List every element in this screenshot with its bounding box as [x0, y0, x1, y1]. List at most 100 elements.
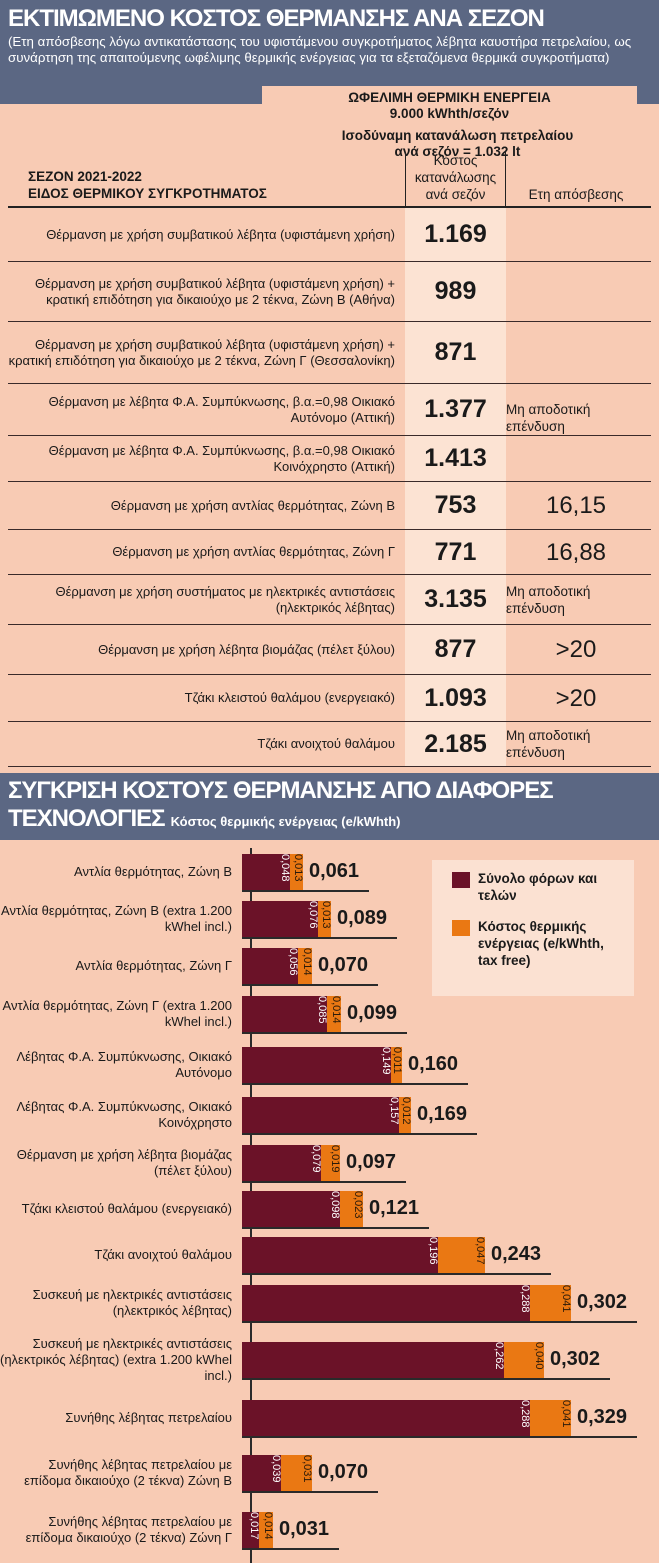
segment-value-label: 0,076 [307, 901, 319, 929]
segment-value-label: 0,014 [262, 1512, 274, 1540]
total-value-label: 0,160 [408, 1053, 459, 1075]
segment-value-label: 0,040 [533, 1342, 545, 1370]
row-years [506, 262, 646, 321]
row-cost: 989 [405, 262, 506, 321]
row-label: Θέρμανση με λέβητα Φ.Α. Συμπύκνωσης, β.α… [48, 393, 395, 425]
segment-value-label: 0,041 [560, 1400, 572, 1428]
bar-area: 0,098 0,023 0,121 [240, 1186, 659, 1232]
segment-value-label: 0,023 [352, 1191, 364, 1219]
bar-underline [242, 1133, 477, 1135]
chart-legend: Σύνολο φόρων και τελών Κόστος θερμικής ε… [432, 860, 634, 996]
segment-value-label: 0,017 [248, 1512, 260, 1540]
chart-row: Λέβητας Φ.Α. Συμπύκνωσης, Οικιακό Κοινόχ… [0, 1091, 659, 1139]
table-row: Θέρμανση με χρήση λέβητα βιομάζας (πέλετ… [8, 625, 651, 675]
bar-area: 0,039 0,031 0,070 [240, 1444, 659, 1502]
chart-row: Συσκευή με ηλεκτρικές αντιστάσεις (ηλεκτ… [0, 1328, 659, 1392]
energy-equivalent: Ισοδύναμη κατανάλωση πετρελαίου ανά σεζό… [270, 128, 645, 160]
row-label: Θέρμανση με χρήση αντλίας θερμότητας, Ζώ… [112, 544, 395, 559]
chart-title: ΣΥΓΚΡΙΣΗ ΚΟΣΤΟΥΣ ΘΕΡΜΑΝΣΗΣ ΑΠΟ ΔΙΑΦΟΡΕΣ … [8, 777, 651, 836]
table-header-band: ΕΚΤΙΜΩΜΕΝΟ ΚΟΣΤΟΣ ΘΕΡΜΑΝΣΗΣ ΑΝΑ ΣΕΖΟΝ (Ε… [0, 0, 659, 126]
bar-underline [242, 984, 378, 986]
category-label: Αντλία θερμότητας, Ζώνη Β [74, 863, 232, 879]
table-subtitle: (Ετη απόσβεσης λόγω αντικατάστασης του υ… [8, 34, 632, 65]
row-label: Θέρμανση με λέβητα Φ.Α. Συμπύκνωσης, β.α… [48, 442, 395, 474]
table-row: Θέρμανση με λέβητα Φ.Α. Συμπύκνωσης, β.α… [8, 384, 651, 436]
chart-row: Αντλία θερμότητας, Ζώνη Γ (extra 1.200 k… [0, 989, 659, 1039]
legend-swatch-cost [452, 920, 470, 936]
total-value-label: 0,099 [347, 1002, 398, 1024]
bar-area: 0,056 0,014 0,070 [240, 943, 659, 989]
bar-segment-tax: 0,262 [242, 1342, 505, 1378]
bar-underline [242, 1273, 551, 1275]
bar-area: 0,076 0,013 0,089 [240, 895, 659, 943]
row-cost: 1.093 [405, 675, 506, 721]
table-row: Θέρμανση με χρήση συστήματος με ηλεκτρικ… [8, 575, 651, 625]
bar-segment-cost: 0,047 [438, 1237, 486, 1273]
stacked-bar-chart: Αντλία θερμότητας, Ζώνη Β 0,048 0,013 0,061… [0, 840, 659, 1563]
bar-segment-tax: 0,196 [242, 1237, 439, 1273]
segment-value-label: 0,011 [391, 1047, 403, 1074]
chart-row: Αντλία θερμότητας, Ζώνη Β (extra 1.200 k… [0, 895, 659, 943]
row-label: Θέρμανση με χρήση λέβητα βιομάζας (πέλετ… [98, 641, 395, 657]
chart-row: Τζάκι κλειστού θαλάμου (ενεργειακό) 0,098… [0, 1186, 659, 1232]
table-row: Θέρμανση με χρήση αντλίας θερμότητας, Ζώ… [8, 530, 651, 575]
row-years: Μη αποδοτική επένδυση [506, 402, 591, 434]
season-label: ΣΕΖΟΝ 2021-2022 [28, 169, 142, 184]
total-value-label: 0,121 [369, 1197, 420, 1219]
type-header-label: ΕΙΔΟΣ ΘΕΡΜΙΚΟΥ ΣΥΓΚΡΟΤΗΜΑΤΟΣ [28, 186, 267, 201]
total-value-label: 0,169 [417, 1103, 468, 1125]
bar-area: 0,288 0,041 0,329 [240, 1392, 659, 1444]
segment-value-label: 0,013 [320, 901, 332, 929]
row-years: Μη αποδοτική επένδυση [506, 583, 591, 616]
bar-segment-tax: 0,288 [242, 1400, 531, 1436]
bar-segment-tax: 0,079 [242, 1144, 322, 1181]
legend-label-tax: Σύνολο φόρων και τελών [478, 871, 598, 903]
bar-segment-cost: 0,012 [399, 1097, 412, 1133]
bar-segment-cost: 0,014 [327, 996, 342, 1032]
bar-underline [242, 1180, 406, 1183]
bar-underline [242, 1378, 610, 1380]
row-cost: 3.135 [405, 575, 506, 624]
total-value-label: 0,302 [577, 1291, 628, 1313]
table-row: Θέρμανση με χρήση συμβατικού λέβητα (υφι… [8, 262, 651, 322]
bar-area: 0,085 0,014 0,099 [240, 989, 659, 1039]
table-title: ΕΚΤΙΜΩΜΕΝΟ ΚΟΣΤΟΣ ΘΕΡΜΑΝΣΗΣ ΑΝΑ ΣΕΖΟΝ [8, 5, 545, 32]
bar-segment-tax: 0,056 [242, 948, 299, 984]
category-label: Συσκευή με ηλεκτρικές αντιστάσεις (ηλεκτ… [0, 1336, 233, 1383]
bar-segment-cost: 0,040 [504, 1342, 545, 1378]
row-label: Θέρμανση με χρήση συμβατικού λέβητα (υφι… [8, 336, 395, 368]
bar-area: 0,157 0,012 0,169 [240, 1091, 659, 1139]
years-header: Ετη απόσβεσης [528, 187, 624, 202]
segment-value-label: 0,014 [330, 996, 342, 1024]
bar-area: 0,017 0,014 0,031 [240, 1502, 659, 1558]
category-label: Αντλία θερμότητας, Ζώνη Γ [75, 958, 232, 973]
bar-underline [242, 1436, 637, 1438]
table-row: Θέρμανση με χρήση αντλίας θερμότητας, Ζώ… [8, 482, 651, 530]
total-value-label: 0,302 [550, 1348, 601, 1370]
bar-segment-tax: 0,288 [242, 1285, 531, 1321]
bar-area: 0,288 0,041 0,302 [240, 1278, 659, 1328]
row-cost: 871 [405, 322, 506, 383]
table-header-row: ΣΕΖΟΝ 2021-2022 ΕΙΔΟΣ ΘΕΡΜΙΚΟΥ ΣΥΓΚΡΟΤΗΜΑ… [8, 152, 651, 208]
bar-segment-cost: 0,014 [298, 948, 313, 984]
segment-value-label: 0,056 [287, 948, 299, 976]
bar-area: 0,079 0,019 0,097 [240, 1139, 659, 1186]
bar-segment-tax: 0,098 [242, 1191, 341, 1227]
total-value-label: 0,243 [491, 1243, 542, 1265]
bar-underline [242, 1227, 429, 1229]
energy-title: ΩΦΕΛΙΜΗ ΘΕΡΜΙΚΗ ΕΝΕΡΓΕΙΑ [348, 90, 551, 105]
row-label: Θέρμανση με χρήση συμβατικού λέβητα (υφι… [46, 226, 395, 242]
bar-area: 0,196 0,047 0,243 [240, 1232, 659, 1278]
category-label: Συσκευή με ηλεκτρικές αντιστάσεις (ηλεκτ… [32, 1287, 232, 1318]
bar-segment-cost: 0,019 [321, 1144, 341, 1181]
chart-row: Λέβητας Φ.Α. Συμπύκνωσης, Οικιακό Αυτόνο… [0, 1039, 659, 1091]
category-label: Θέρμανση με χρήση λέβητα βιομάζας (πέλετ… [16, 1146, 232, 1178]
category-label: Αντλία θερμότητας, Ζώνη Β (extra 1.200 k… [1, 903, 232, 934]
category-label: Συνήθης λέβητας πετρελαίου με επίδομα δι… [24, 1457, 232, 1488]
category-label: Τζάκι ανοιχτού θαλάμου [94, 1247, 232, 1262]
segment-value-label: 0,085 [316, 996, 328, 1024]
total-value-label: 0,070 [318, 954, 369, 976]
segment-value-label: 0,149 [380, 1047, 392, 1075]
row-years: >20 [555, 636, 597, 663]
bar-underline [242, 889, 369, 892]
